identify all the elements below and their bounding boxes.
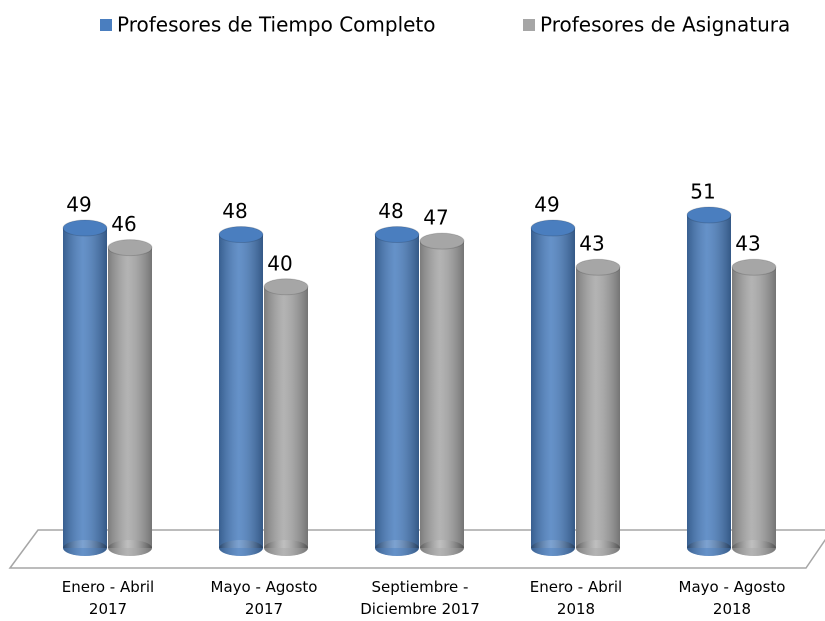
- bar-top: [263, 278, 309, 296]
- x-tick-label: Septiembre - Diciembre 2017: [360, 578, 480, 618]
- bar-top: [374, 226, 420, 244]
- legend-label: Profesores de Tiempo Completo: [117, 13, 436, 37]
- legend-label: Profesores de Asignatura: [540, 13, 790, 37]
- data-label: 48: [378, 199, 403, 223]
- data-label: 43: [579, 232, 604, 256]
- x-tick-label: Enero - Abril 2017: [61, 578, 155, 618]
- bar-top: [686, 206, 732, 224]
- bar-shade: [732, 267, 776, 548]
- bar-bottom-shade: [375, 540, 419, 556]
- data-label: 49: [534, 193, 559, 217]
- bar-top: [731, 258, 777, 276]
- bar-bottom-shade: [531, 540, 575, 556]
- bar-shade: [420, 241, 464, 548]
- data-label: 47: [423, 206, 448, 230]
- bar-shade: [63, 228, 107, 548]
- bar-bottom-shade: [108, 540, 152, 556]
- bar-shade: [687, 214, 731, 548]
- bar-top: [107, 239, 153, 257]
- data-label: 43: [735, 232, 760, 256]
- x-tick-label: Enero - Abril 2018: [529, 578, 623, 618]
- bar-shade: [375, 234, 419, 548]
- bar-bottom-shade: [219, 540, 263, 556]
- bar-bottom-shade: [420, 540, 464, 556]
- x-tick-label: Mayo - Agosto 2017: [210, 578, 318, 618]
- data-label: 40: [267, 251, 292, 275]
- data-label: 51: [690, 179, 715, 203]
- bar-shade: [531, 228, 575, 548]
- floor: [8, 529, 825, 569]
- bar-bottom-shade: [732, 540, 776, 556]
- bar-shade: [264, 286, 308, 548]
- bar-shade: [108, 247, 152, 548]
- legend-swatch: [523, 19, 535, 31]
- bar-bottom-shade: [687, 540, 731, 556]
- bar-bottom-shade: [264, 540, 308, 556]
- bar-shade: [576, 267, 620, 548]
- x-tick-label: Mayo - Agosto 2018: [678, 578, 786, 618]
- data-label: 48: [222, 199, 247, 223]
- legend-swatch: [100, 19, 112, 31]
- bar-top: [575, 258, 621, 276]
- data-label: 46: [111, 212, 136, 236]
- data-label: 49: [66, 193, 91, 217]
- bar-bottom-shade: [576, 540, 620, 556]
- bar-shade: [219, 234, 263, 548]
- bar-top: [62, 219, 108, 237]
- bar-bottom-shade: [63, 540, 107, 556]
- bar-top: [218, 226, 264, 244]
- bar-top: [530, 219, 576, 237]
- bar-top: [419, 232, 465, 250]
